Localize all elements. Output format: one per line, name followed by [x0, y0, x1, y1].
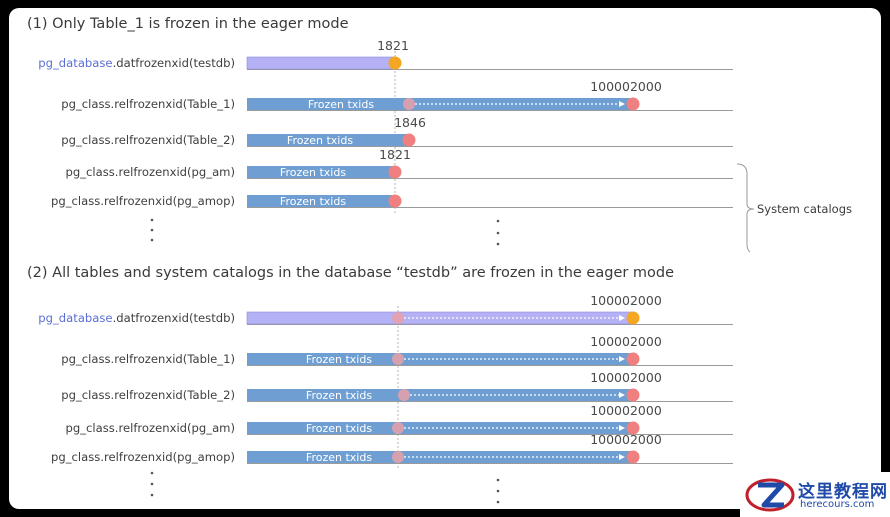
frozen-txid-diagram: (1) Only Table_1 is frozen in the eager … [27, 16, 852, 504]
relfrozenxid-marker-s1-r3 [402, 133, 416, 147]
relfrozenxid-marker-s1-r2 [626, 97, 640, 111]
relfrozenxid-marker-s1-r5 [388, 194, 402, 208]
row-label-s2-r2: pg_class.relfrozenxid(Table_1) [61, 352, 235, 366]
row-label-s2-r5: pg_class.relfrozenxid(pg_amop) [51, 450, 235, 464]
row-label-s1-r5: pg_class.relfrozenxid(pg_amop) [51, 194, 235, 208]
datfrozenxid-marker-s2-r1 [626, 311, 640, 325]
relfrozenxid-marker-s2-r3 [626, 388, 640, 402]
section-1-title: (1) Only Table_1 is frozen in the eager … [27, 16, 349, 32]
arrowhead-s2-r4 [619, 425, 625, 431]
old-marker-s2-r1 [392, 312, 404, 324]
datfrozenxid-marker-s1-r1 [388, 56, 402, 70]
section-2-title: (2) All tables and system catalogs in th… [27, 265, 674, 281]
relfrozenxid-marker-s2-r5 [626, 450, 640, 464]
arrowhead-s2-r2 [619, 356, 625, 362]
row-label-s2-r3: pg_class.relfrozenxid(Table_2) [61, 388, 235, 402]
watermark-url: herecours.com [800, 499, 875, 510]
frozen-bar-s1-r5 [247, 195, 395, 207]
row-label-s1-r4: pg_class.relfrozenxid(pg_am) [65, 165, 235, 179]
arrowhead-s2-r1 [619, 315, 625, 321]
figure-panel: (1) Only Table_1 is frozen in the eager … [9, 8, 881, 509]
relfrozenxid-marker-s1-r4 [388, 165, 402, 179]
bar-text-s2-r5: Frozen txids [306, 451, 372, 464]
old-marker-s1-r2 [403, 98, 415, 110]
old-marker-s2-r3 [398, 389, 410, 401]
value-label-s1-r4: 1821 [379, 147, 411, 162]
row-label-s2-r1: pg_database.datfrozenxid(testdb) [38, 311, 235, 325]
bar-text-s1-r4: Frozen txids [280, 166, 346, 179]
value-label-s2-r3: 100002000 [590, 370, 662, 385]
value-label-s2-r2: 100002000 [590, 334, 662, 349]
continuation-dots [150, 218, 500, 504]
bar-text-s1-r2: Frozen txids [308, 98, 374, 111]
row-label-s2-r4: pg_class.relfrozenxid(pg_am) [65, 421, 235, 435]
bar-text-s2-r2: Frozen txids [306, 353, 372, 366]
old-marker-s2-r5 [392, 451, 404, 463]
value-label-s2-r4: 100002000 [590, 403, 662, 418]
arrowhead-s2-r5 [619, 454, 625, 460]
old-marker-s2-r4 [392, 422, 404, 434]
value-label-s1-r2: 100002000 [590, 79, 662, 94]
row-label-s1-r1: pg_database.datfrozenxid(testdb) [38, 56, 235, 70]
bar-text-s2-r3: Frozen txids [306, 389, 372, 402]
arrowhead-s1-r2 [619, 101, 625, 107]
system-catalogs-label: System catalogs [757, 202, 852, 216]
value-label-s2-r5: 100002000 [590, 432, 662, 447]
system-catalogs-brace [736, 163, 755, 253]
bar-text-s2-r4: Frozen txids [306, 422, 372, 435]
arrowhead-s2-r3 [619, 392, 625, 398]
frozen-bar-s1-r4 [247, 166, 395, 178]
bar-text-s1-r5: Frozen txids [280, 195, 346, 208]
value-label-s2-r1: 100002000 [590, 293, 662, 308]
value-label-s1-r3: 1846 [394, 115, 426, 130]
relfrozenxid-marker-s2-r2 [626, 352, 640, 366]
value-label-s1-r1: 1821 [377, 38, 409, 53]
watermark-logo: 这里教程网 herecours.com [740, 472, 890, 517]
z-logo-icon [745, 478, 795, 512]
watermark-name: 这里教程网 [798, 482, 888, 502]
db-bar-s1-r1 [246, 56, 396, 70]
old-marker-s2-r2 [392, 353, 404, 365]
row-label-s1-r3: pg_class.relfrozenxid(Table_2) [61, 133, 235, 147]
frozen-bar-s1-r3 [247, 134, 409, 146]
relfrozenxid-marker-s2-r4 [626, 421, 640, 435]
row-label-s1-r2: pg_class.relfrozenxid(Table_1) [61, 97, 235, 111]
bar-text-s1-r3: Frozen txids [287, 134, 353, 147]
